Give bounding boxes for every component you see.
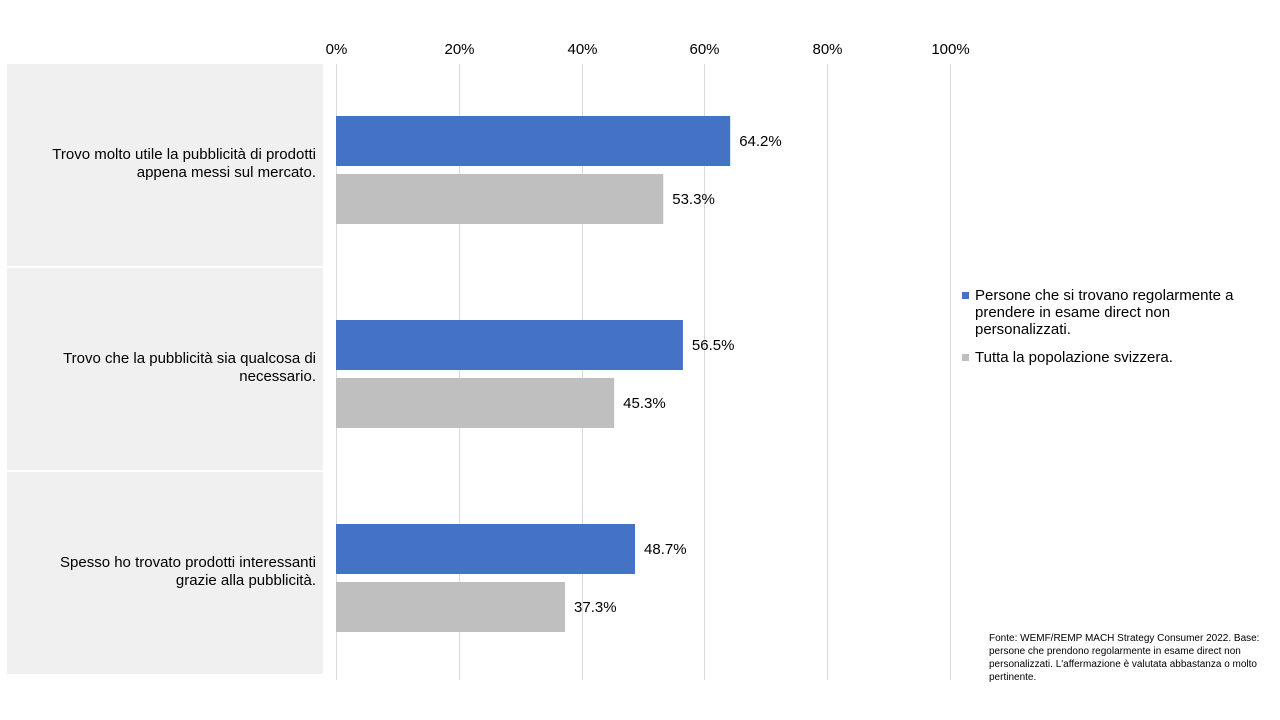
legend-swatch-blue: [962, 292, 969, 299]
bar-series-1: [336, 116, 731, 166]
category-label-line: Spesso ho trovato prodotti interessanti: [60, 554, 316, 571]
data-label: 64.2%: [739, 133, 782, 150]
bar-series-2: [336, 582, 566, 632]
data-label: 53.3%: [672, 191, 715, 208]
category-label-line: appena messi sul mercato.: [137, 164, 316, 181]
x-tick-label: 60%: [689, 41, 719, 58]
legend-label: Tutta la popolazione svizzera.: [975, 349, 1173, 366]
category-label-line: necessario.: [239, 368, 316, 385]
category-panel-3: [7, 472, 323, 674]
category-label-line: Trovo molto utile la pubblicità di prodo…: [52, 146, 316, 163]
data-label: 48.7%: [644, 541, 687, 558]
source-note: Fonte: WEMF/REMP MACH Strategy Consumer …: [989, 633, 1260, 683]
category-panel-2: [7, 268, 323, 470]
x-tick-label: 40%: [567, 41, 597, 58]
legend-item-direct-readers: Persone che si trovano regolarmente a pr…: [962, 287, 1262, 338]
bar-series-1: [336, 320, 683, 370]
category-label: Trovo molto utile la pubblicità di prodo…: [52, 146, 316, 181]
bar-series-1: [336, 524, 636, 574]
data-label: 56.5%: [692, 337, 735, 354]
bar-series-2: [336, 174, 664, 224]
data-label: 45.3%: [623, 395, 666, 412]
category-label: Trovo che la pubblicità sia qualcosa di n…: [63, 350, 316, 385]
x-tick-label: 100%: [931, 41, 969, 58]
legend-label: Persone che si trovano regolarmente a pr…: [975, 287, 1234, 338]
x-tick-label: 80%: [812, 41, 842, 58]
x-tick-label: 0%: [326, 41, 348, 58]
category-label-line: grazie alla pubblicità.: [176, 572, 316, 589]
legend: Persone che si trovano regolarmente a pr…: [962, 287, 1262, 377]
x-tick-label: 20%: [444, 41, 474, 58]
category-label: Spesso ho trovato prodotti interessanti g…: [60, 554, 316, 589]
legend-swatch-gray: [962, 354, 969, 361]
category-label-line: Trovo che la pubblicità sia qualcosa di: [63, 350, 316, 367]
data-label: 37.3%: [574, 599, 617, 616]
bar-series-2: [336, 378, 615, 428]
category-panel-1: [7, 64, 323, 266]
legend-item-swiss-population: Tutta la popolazione svizzera.: [962, 349, 1262, 366]
